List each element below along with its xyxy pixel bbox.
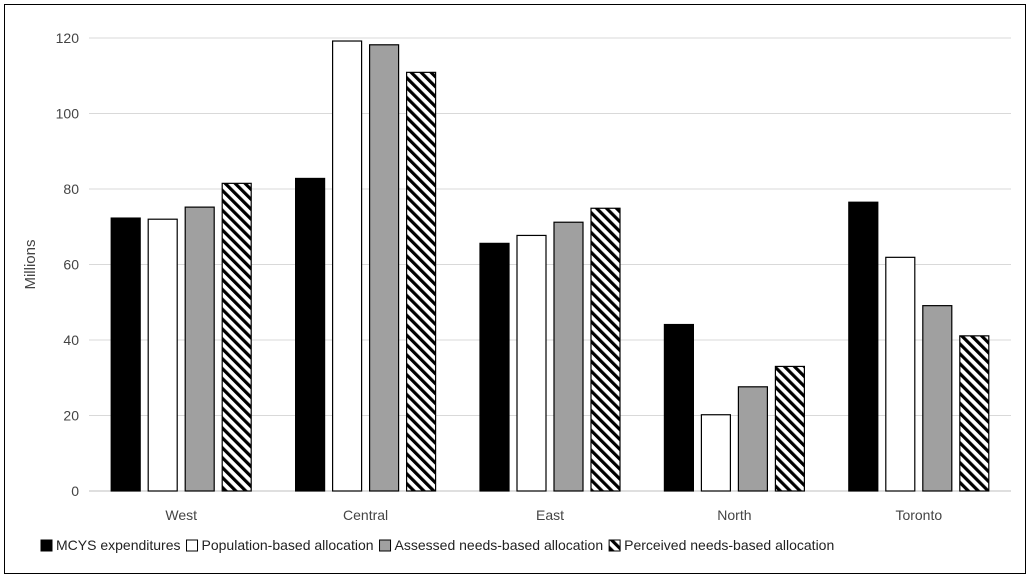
- legend-label: Perceived needs-based allocation: [624, 537, 834, 553]
- legend-swatch: [186, 539, 199, 552]
- bar-white: [885, 256, 916, 492]
- bar-diagonal-hatch: [406, 71, 437, 492]
- legend-label: Assessed needs-based allocation: [395, 537, 604, 553]
- x-category-label: East: [536, 507, 564, 523]
- chart-frame: 0 20 40 60 80 100 120 West Central East North Toro…: [4, 4, 1026, 574]
- y-tick-label: 0: [71, 483, 79, 499]
- bar-solid-gray: [369, 44, 400, 492]
- bar-diagonal-hatch: [774, 365, 806, 492]
- bar-solid-gray: [184, 206, 215, 492]
- y-tick-label: 60: [63, 257, 79, 273]
- y-tick-label: 40: [63, 332, 79, 348]
- legend: MCYS expenditures Population-based alloca…: [40, 537, 834, 553]
- bar-chart: 0 20 40 60 80 100 120 West Central East North Toro…: [22, 30, 1011, 553]
- y-axis-title: Millions: [22, 239, 39, 289]
- legend-swatch: [608, 539, 621, 552]
- y-tick-label: 20: [63, 408, 79, 424]
- bar-diagonal-hatch: [590, 207, 621, 492]
- bar-solid-black: [663, 323, 695, 492]
- legend-swatch: [379, 539, 392, 552]
- bar-white: [147, 218, 178, 492]
- x-category-label: Central: [343, 507, 388, 523]
- bar-white: [516, 234, 547, 492]
- bar-solid-black: [110, 217, 141, 492]
- x-category-label: North: [717, 507, 751, 523]
- y-tick-label: 120: [56, 30, 80, 46]
- bar-solid-gray: [737, 386, 769, 492]
- y-tick-labels: 0 20 40 60 80 100 120: [56, 30, 80, 499]
- bar-solid-black: [848, 201, 879, 492]
- bar-diagonal-hatch: [221, 182, 252, 492]
- x-category-label: West: [165, 507, 197, 523]
- y-tick-label: 100: [56, 106, 80, 122]
- legend-swatch: [40, 539, 53, 552]
- bar-solid-black: [295, 177, 326, 492]
- bar-diagonal-hatch: [959, 335, 990, 492]
- x-category-label: Toronto: [895, 507, 942, 523]
- legend-label: Population-based allocation: [202, 537, 374, 553]
- bars: [110, 40, 990, 492]
- bar-solid-gray: [922, 305, 953, 492]
- category-labels: West Central East North Toronto: [165, 507, 942, 523]
- bar-white: [700, 414, 732, 492]
- bar-solid-gray: [553, 221, 584, 492]
- bar-solid-black: [479, 242, 510, 492]
- y-tick-label: 80: [63, 181, 79, 197]
- legend-label: MCYS expenditures: [56, 537, 181, 553]
- bar-white: [332, 40, 363, 492]
